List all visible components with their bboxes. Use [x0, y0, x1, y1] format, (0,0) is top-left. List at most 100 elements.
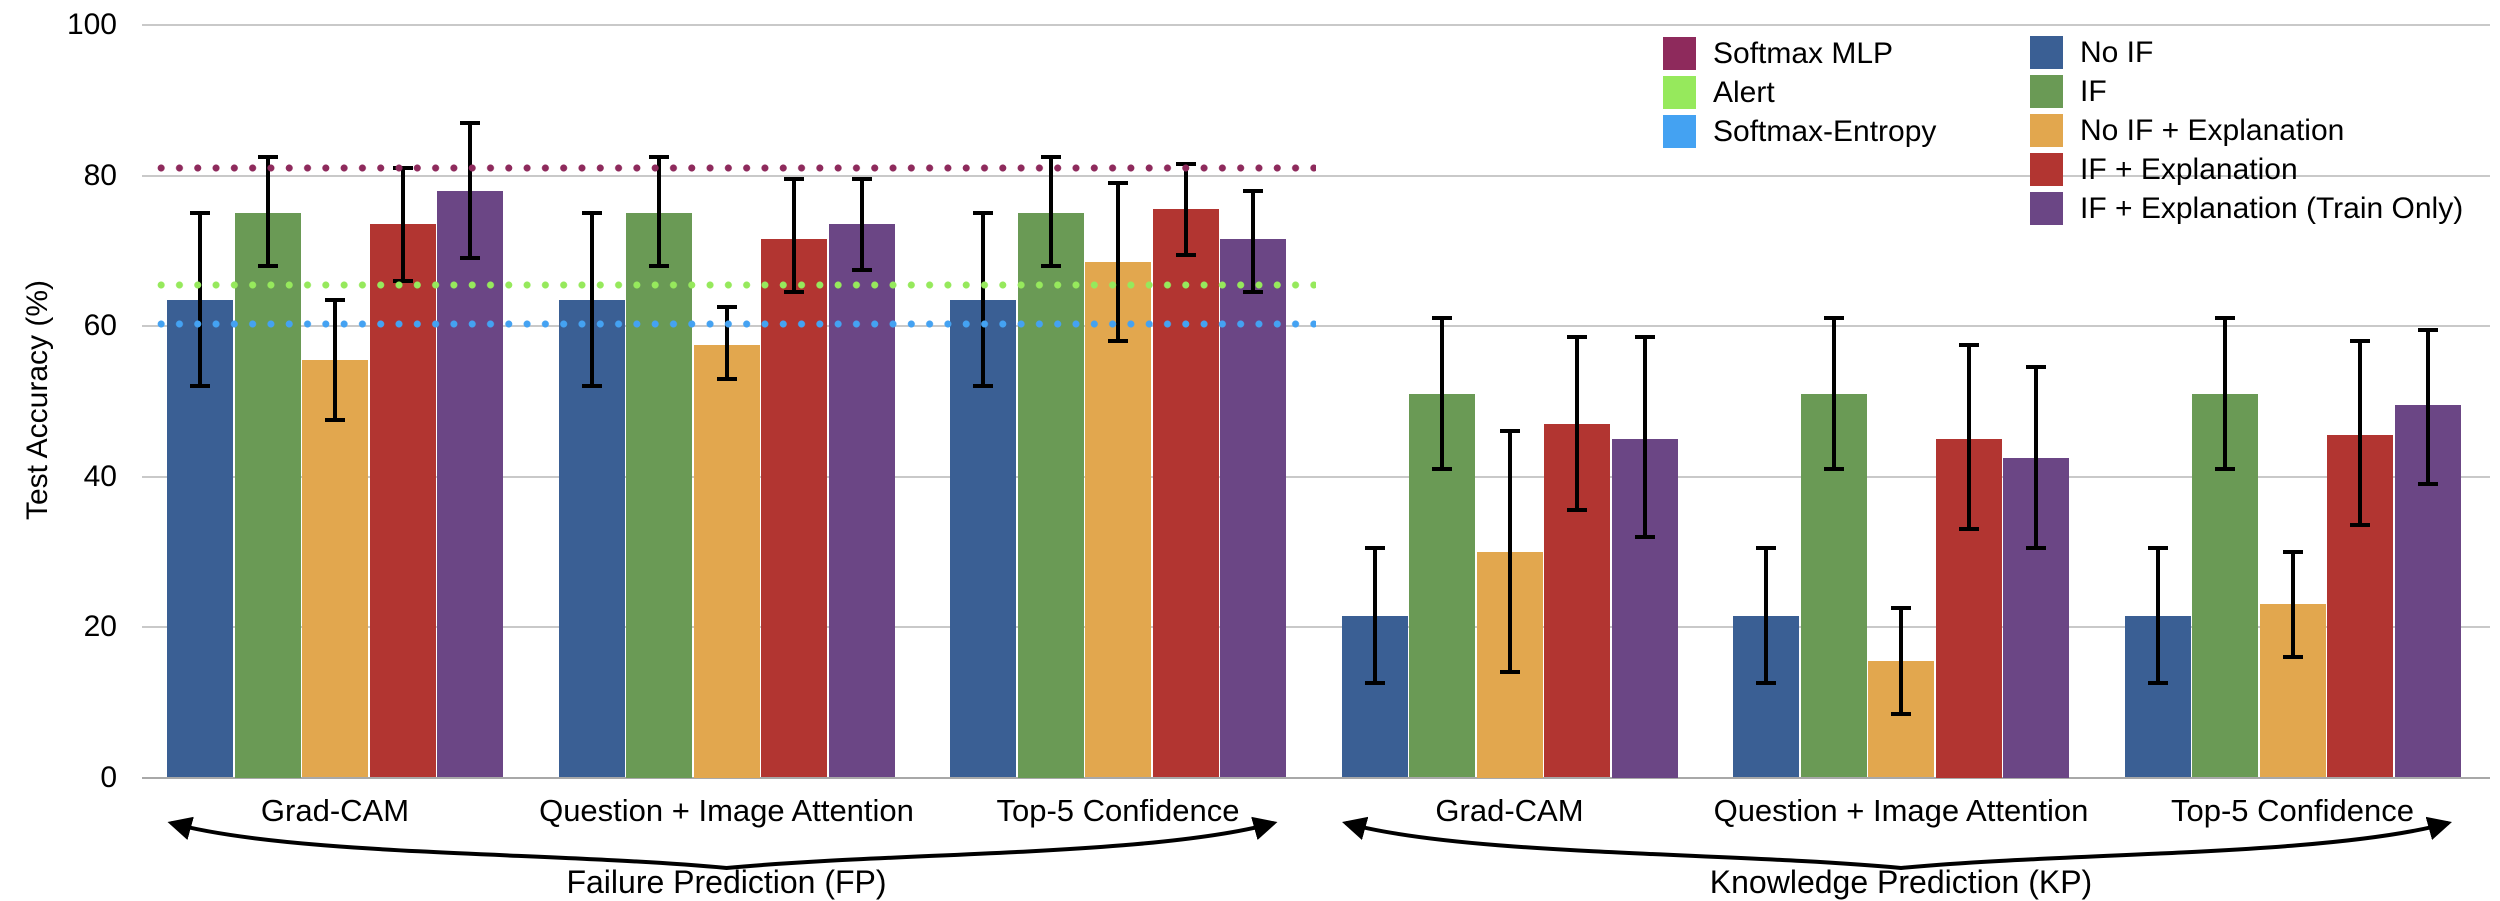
- error-bar-no-if-explanation: [1899, 608, 1903, 714]
- error-cap-high: [190, 211, 210, 216]
- error-cap-high: [2026, 365, 2046, 370]
- series-legend: No IF IF No IF + Explanation IF + Explanati…: [2030, 36, 2463, 231]
- gridline-100: [142, 24, 2490, 26]
- error-cap-low: [1958, 527, 1979, 532]
- bar-if-explanation: [761, 239, 827, 778]
- legend-label: IF + Explanation: [2080, 152, 2298, 186]
- bar-if: [626, 213, 692, 778]
- legend-swatch-no-if-explanation: [2030, 114, 2063, 147]
- error-bar-no-if-explanation: [1116, 183, 1120, 342]
- error-cap-low: [460, 256, 480, 261]
- error-cap-high: [851, 177, 872, 182]
- error-cap-low: [1823, 466, 1844, 471]
- error-cap-high: [2350, 339, 2370, 344]
- error-cap-low: [716, 376, 737, 381]
- error-cap-high: [649, 154, 669, 159]
- legend-item-softmax-entropy: Softmax-Entropy: [1663, 115, 1936, 148]
- section-brace-arrow: [1342, 816, 2452, 871]
- group-label-question-image-attention: Question + Image Attention: [1713, 793, 2089, 828]
- bar-if-explanation: [369, 224, 436, 778]
- error-bar-no-if: [981, 213, 985, 387]
- error-bar-if-explanation-train-only: [1251, 190, 1255, 293]
- error-cap-low: [851, 267, 872, 272]
- error-cap-low: [1756, 681, 1776, 686]
- error-bar-if: [1831, 318, 1836, 469]
- legend-item-if: IF: [2030, 75, 2463, 108]
- error-cap-low: [1108, 339, 1128, 344]
- error-cap-high: [1567, 335, 1587, 340]
- error-bar-if-explanation: [400, 167, 405, 281]
- error-bar-if-explanation-train-only: [859, 179, 864, 270]
- error-cap-high: [1823, 316, 1844, 321]
- bar-if-explanation-train-only: [1220, 239, 1286, 778]
- error-cap-low: [190, 384, 210, 389]
- group-label-top-5-confidence: Top-5 Confidence: [2171, 793, 2414, 828]
- error-bar-no-if: [1764, 547, 1768, 684]
- error-cap-high: [257, 154, 278, 159]
- legend-label: No IF + Explanation: [2080, 113, 2345, 147]
- baseline-alert: [152, 280, 1316, 289]
- error-cap-high: [2417, 327, 2438, 332]
- error-cap-low: [649, 263, 669, 268]
- error-cap-high: [1108, 181, 1128, 186]
- error-bar-no-if-explanation: [724, 307, 729, 379]
- error-cap-low: [1567, 508, 1587, 513]
- legend-swatch-softmax-mlp: [1663, 37, 1696, 70]
- error-cap-low: [2417, 482, 2438, 487]
- error-bar-if-explanation: [1183, 164, 1188, 255]
- error-bar-if: [1440, 318, 1444, 469]
- y-tick-label-40: 40: [83, 459, 117, 493]
- bar-no-if-explanation: [302, 359, 368, 778]
- error-bar-if: [1048, 156, 1053, 266]
- error-bar-no-if-explanation: [2290, 551, 2295, 658]
- legend-swatch-softmax-entropy: [1663, 115, 1696, 148]
- error-bar-no-if: [198, 213, 202, 387]
- bar-if-explanation-train-only: [437, 190, 503, 778]
- error-cap-low: [1040, 263, 1061, 268]
- error-cap-low: [784, 290, 804, 295]
- gridline-40: [142, 475, 2490, 478]
- error-cap-high: [1958, 342, 1979, 347]
- error-cap-low: [2350, 523, 2370, 528]
- legend-item-if-explanation-train-only: IF + Explanation (Train Only): [2030, 192, 2463, 225]
- error-cap-low: [581, 384, 602, 389]
- error-cap-low: [1175, 252, 1196, 257]
- y-tick-label-80: 80: [83, 158, 117, 192]
- legend-label: No IF: [2080, 35, 2154, 69]
- error-cap-high: [2282, 549, 2303, 554]
- error-bar-if-explanation: [1966, 344, 1971, 530]
- legend-swatch-alert: [1663, 76, 1696, 109]
- error-cap-high: [1891, 606, 1911, 611]
- legend-swatch-if-explanation-train-only: [2030, 192, 2063, 225]
- baseline-softmax-mlp: [152, 163, 1316, 172]
- gridline-0: [142, 776, 2490, 779]
- error-bar-if: [657, 156, 661, 266]
- legend-swatch-no-if: [2030, 36, 2063, 69]
- group-label-question-image-attention: Question + Image Attention: [539, 793, 914, 828]
- error-bar-no-if-explanation: [333, 299, 337, 421]
- error-bar-no-if: [1372, 547, 1377, 684]
- bar-if-explanation-train-only: [828, 224, 895, 778]
- legend-label: Softmax MLP: [1713, 36, 1894, 70]
- error-bar-if-explanation: [792, 179, 796, 293]
- error-cap-high: [325, 297, 345, 302]
- error-bar-if-explanation: [1575, 337, 1579, 511]
- legend-item-alert: Alert: [1663, 76, 1936, 109]
- legend-item-if-explanation: IF + Explanation: [2030, 153, 2463, 186]
- error-cap-low: [257, 263, 278, 268]
- error-cap-high: [1364, 545, 1385, 550]
- baseline-softmax-entropy: [152, 320, 1316, 329]
- y-tick-label-100: 100: [66, 8, 117, 41]
- error-bar-no-if: [2155, 547, 2160, 684]
- error-cap-high: [1243, 188, 1263, 193]
- error-bar-if-explanation-train-only: [2034, 367, 2038, 548]
- error-cap-high: [460, 120, 480, 125]
- legend-item-no-if-explanation: No IF + Explanation: [2030, 114, 2463, 147]
- error-cap-low: [2282, 655, 2303, 660]
- group-label-top-5-confidence: Top-5 Confidence: [996, 793, 1240, 828]
- bar-if-explanation: [1152, 209, 1219, 778]
- group-label-grad-cam: Grad-CAM: [260, 793, 410, 828]
- error-cap-high: [784, 177, 804, 182]
- error-bar-if-explanation-train-only: [468, 122, 472, 259]
